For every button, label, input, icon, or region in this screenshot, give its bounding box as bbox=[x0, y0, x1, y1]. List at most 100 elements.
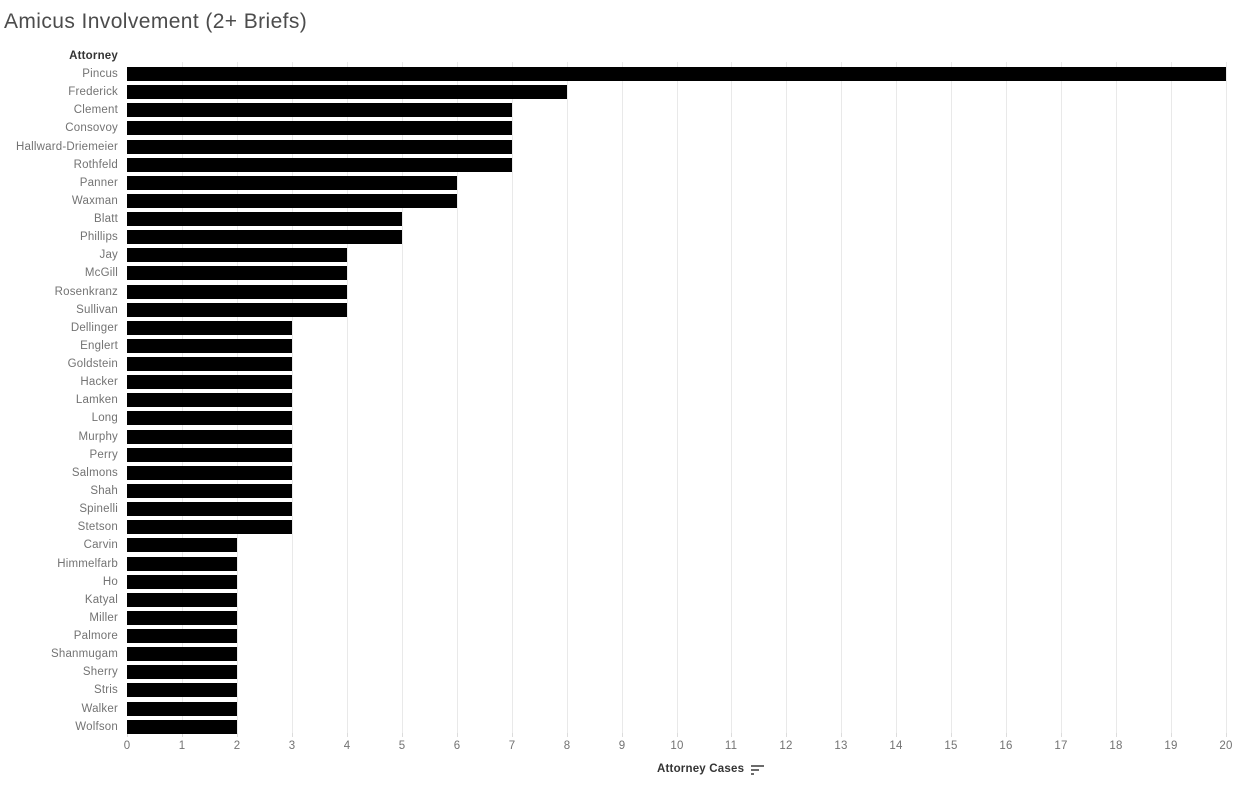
row-label[interactable]: Spinelli bbox=[79, 503, 118, 515]
x-tick-label: 4 bbox=[343, 740, 351, 752]
bar[interactable] bbox=[127, 212, 402, 226]
row-label[interactable]: Katyal bbox=[84, 594, 118, 606]
x-tick-label: 14 bbox=[889, 740, 903, 752]
x-tick-label: 11 bbox=[724, 740, 738, 752]
bar[interactable] bbox=[127, 448, 292, 462]
x-tick-label: 20 bbox=[1219, 740, 1233, 752]
x-tick-label: 7 bbox=[508, 740, 516, 752]
bar[interactable] bbox=[127, 538, 237, 552]
row-label[interactable]: Stris bbox=[94, 684, 118, 696]
bar[interactable] bbox=[127, 194, 457, 208]
row-label[interactable]: Blatt bbox=[93, 213, 118, 225]
bar[interactable] bbox=[127, 375, 292, 389]
row-label[interactable]: Shah bbox=[90, 485, 118, 497]
sort-descending-icon[interactable] bbox=[751, 764, 765, 775]
bar[interactable] bbox=[127, 430, 292, 444]
row-label[interactable]: Perry bbox=[89, 449, 118, 461]
bar[interactable] bbox=[127, 484, 292, 498]
bar[interactable] bbox=[127, 611, 237, 625]
x-tick-label: 19 bbox=[1164, 740, 1178, 752]
bar[interactable] bbox=[127, 411, 292, 425]
chart-title: Amicus Involvement (2+ Briefs) bbox=[4, 10, 308, 33]
row-label[interactable]: Lamken bbox=[75, 394, 118, 406]
row-label[interactable]: Hallward-Driemeier bbox=[15, 141, 118, 153]
gridline bbox=[347, 62, 348, 733]
bar[interactable] bbox=[127, 720, 237, 734]
row-label[interactable]: Stetson bbox=[77, 521, 118, 533]
bar[interactable] bbox=[127, 702, 237, 716]
row-label[interactable]: Miller bbox=[89, 612, 118, 624]
bar[interactable] bbox=[127, 593, 237, 607]
x-tick-mark bbox=[622, 733, 623, 737]
bar[interactable] bbox=[127, 103, 512, 117]
row-label[interactable]: Salmons bbox=[71, 467, 118, 479]
row-label[interactable]: Long bbox=[91, 412, 118, 424]
row-label[interactable]: Hacker bbox=[80, 376, 118, 388]
row-label[interactable]: Ho bbox=[102, 576, 118, 588]
row-label[interactable]: McGill bbox=[84, 267, 118, 279]
bar[interactable] bbox=[127, 502, 292, 516]
row-label[interactable]: Carvin bbox=[83, 539, 118, 551]
bar[interactable] bbox=[127, 158, 512, 172]
x-tick-mark bbox=[731, 733, 732, 737]
bar[interactable] bbox=[127, 357, 292, 371]
row-label[interactable]: Englert bbox=[80, 340, 118, 352]
bar[interactable] bbox=[127, 230, 402, 244]
gridline bbox=[786, 62, 787, 733]
x-tick-mark bbox=[1171, 733, 1172, 737]
bar[interactable] bbox=[127, 466, 292, 480]
x-tick-mark bbox=[1226, 733, 1227, 737]
row-label[interactable]: Murphy bbox=[78, 431, 118, 443]
row-label[interactable]: Goldstein bbox=[67, 358, 118, 370]
row-label[interactable]: Shanmugam bbox=[50, 648, 118, 660]
row-label[interactable]: Palmore bbox=[73, 630, 118, 642]
x-tick-label: 3 bbox=[288, 740, 296, 752]
gridline bbox=[567, 62, 568, 733]
gridline bbox=[841, 62, 842, 733]
x-tick-label: 17 bbox=[1054, 740, 1068, 752]
bar[interactable] bbox=[127, 520, 292, 534]
x-tick-label: 6 bbox=[453, 740, 461, 752]
bar[interactable] bbox=[127, 321, 292, 335]
gridline bbox=[402, 62, 403, 733]
bar[interactable] bbox=[127, 339, 292, 353]
row-label[interactable]: Waxman bbox=[71, 195, 118, 207]
row-label[interactable]: Frederick bbox=[68, 86, 118, 98]
row-label[interactable]: Panner bbox=[79, 177, 118, 189]
x-tick-mark bbox=[841, 733, 842, 737]
bar[interactable] bbox=[127, 647, 237, 661]
row-label[interactable]: Consovoy bbox=[65, 122, 118, 134]
x-tick-mark bbox=[1006, 733, 1007, 737]
row-label[interactable]: Pincus bbox=[82, 68, 118, 80]
bar[interactable] bbox=[127, 266, 347, 280]
row-label[interactable]: Rothfeld bbox=[73, 159, 118, 171]
bar[interactable] bbox=[127, 176, 457, 190]
bar[interactable] bbox=[127, 121, 512, 135]
row-label[interactable]: Sullivan bbox=[76, 304, 118, 316]
bar[interactable] bbox=[127, 393, 292, 407]
bar[interactable] bbox=[127, 629, 237, 643]
row-label[interactable]: Himmelfarb bbox=[57, 558, 118, 570]
row-label[interactable]: Rosenkranz bbox=[54, 286, 118, 298]
row-label[interactable]: Sherry bbox=[82, 666, 118, 678]
row-label[interactable]: Phillips bbox=[79, 231, 118, 243]
row-label[interactable]: Jay bbox=[99, 249, 118, 261]
x-tick-label: 10 bbox=[670, 740, 684, 752]
bar[interactable] bbox=[127, 67, 1226, 81]
bar[interactable] bbox=[127, 85, 567, 99]
row-label[interactable]: Wolfson bbox=[75, 721, 118, 733]
bar[interactable] bbox=[127, 575, 237, 589]
bar[interactable] bbox=[127, 557, 237, 571]
x-tick-label: 16 bbox=[999, 740, 1013, 752]
bar[interactable] bbox=[127, 140, 512, 154]
row-label[interactable]: Clement bbox=[73, 104, 118, 116]
bar[interactable] bbox=[127, 248, 347, 262]
bar[interactable] bbox=[127, 285, 347, 299]
bar[interactable] bbox=[127, 665, 237, 679]
gridline bbox=[457, 62, 458, 733]
bar[interactable] bbox=[127, 683, 237, 697]
row-label[interactable]: Walker bbox=[81, 703, 118, 715]
row-label[interactable]: Dellinger bbox=[70, 322, 118, 334]
gridline bbox=[1226, 62, 1227, 733]
bar[interactable] bbox=[127, 303, 347, 317]
